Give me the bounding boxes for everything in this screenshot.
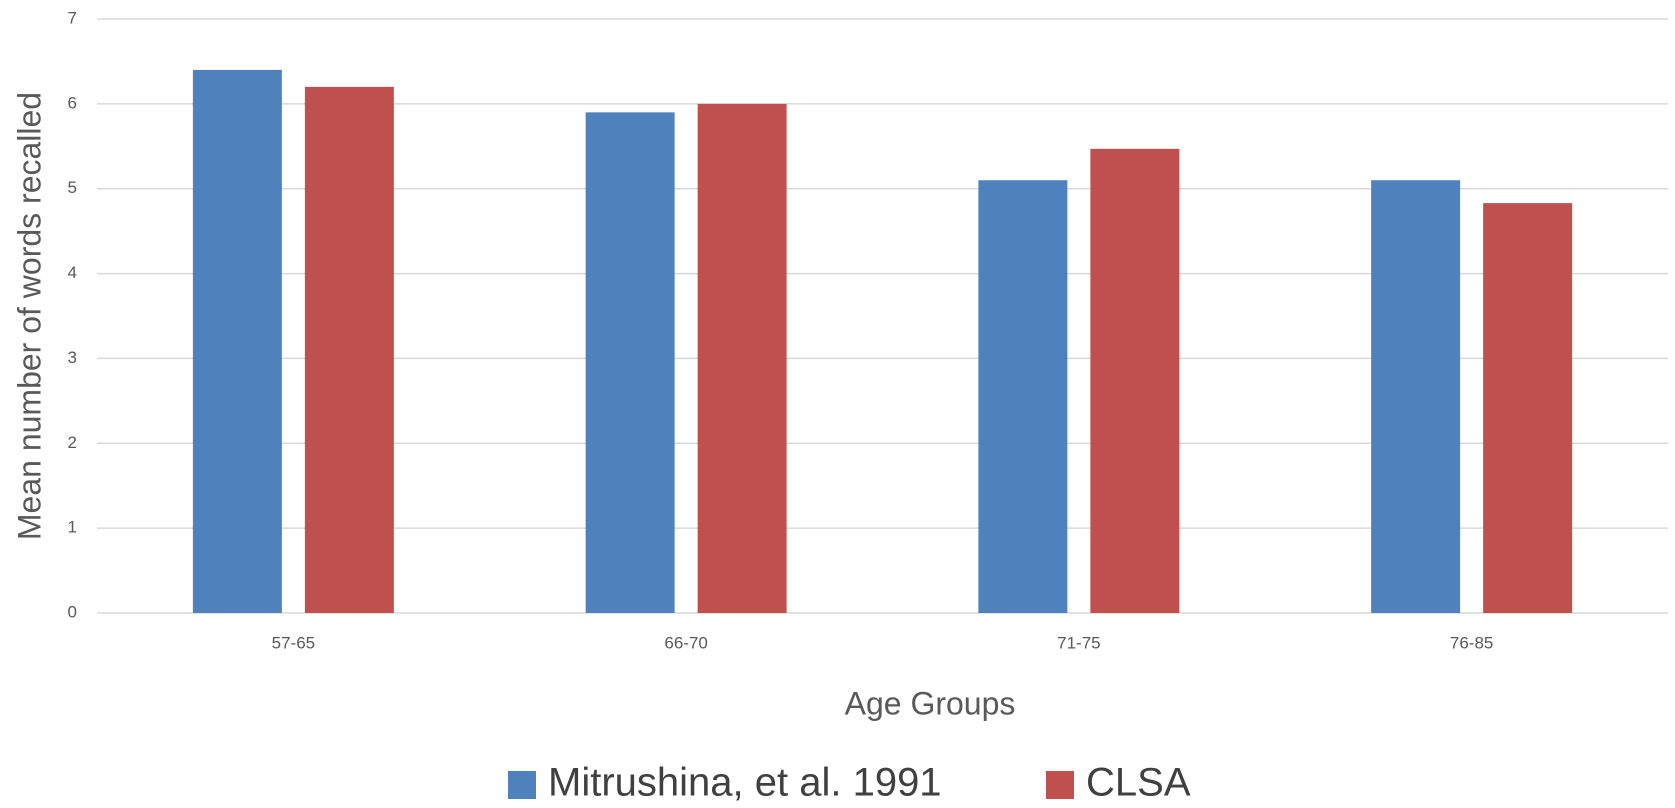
x-tick-label: 71-75: [1057, 633, 1100, 652]
y-tick-label: 2: [68, 433, 77, 452]
x-axis-title: Age Groups: [845, 685, 1016, 721]
bar: [585, 112, 675, 613]
legend-label: CLSA: [1086, 761, 1191, 805]
x-tick-label: 66-70: [664, 633, 707, 652]
y-tick-label: 1: [68, 518, 77, 537]
x-tick-label: 76-85: [1450, 633, 1493, 652]
y-tick-label: 4: [68, 263, 77, 282]
bar: [978, 180, 1068, 613]
y-tick-label: 5: [68, 178, 77, 197]
legend-swatch: [508, 771, 536, 799]
y-tick-label: 6: [68, 93, 77, 112]
legend-swatch: [1046, 771, 1074, 799]
x-tick-label: 57-65: [272, 633, 315, 652]
bar: [192, 69, 282, 613]
legend-label: Mitrushina, et al. 1991: [548, 761, 942, 805]
y-tick-label: 7: [68, 8, 77, 27]
bar: [1371, 180, 1461, 613]
bar: [697, 103, 787, 613]
y-axis-title: Mean number of words recalled: [11, 92, 47, 540]
bar: [304, 86, 394, 613]
y-tick-label: 0: [68, 602, 77, 621]
y-tick-label: 3: [68, 348, 77, 367]
bar: [1483, 203, 1573, 613]
bar: [1090, 148, 1180, 613]
